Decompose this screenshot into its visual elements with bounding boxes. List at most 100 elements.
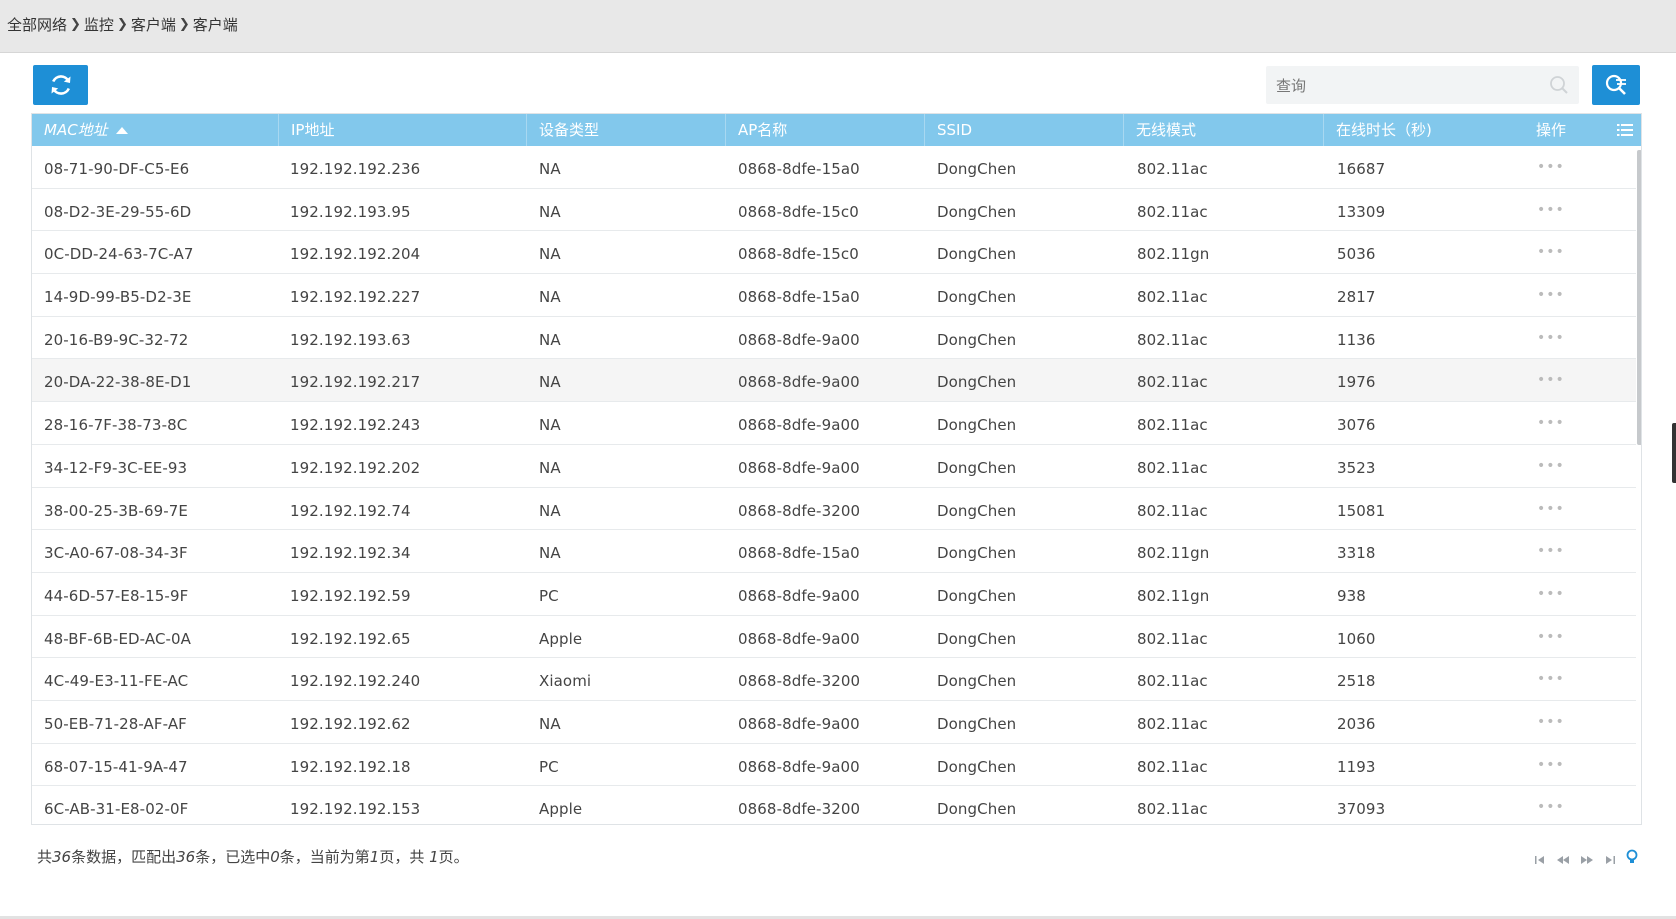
column-header-ap-name[interactable]: AP名称 xyxy=(726,114,925,146)
table-row[interactable]: 68-07-15-41-9A-47 192.192.192.18 PC 0868-8d… xyxy=(32,744,1636,787)
vertical-scrollbar-track[interactable] xyxy=(1636,146,1641,824)
table-row[interactable]: 08-71-90-DF-C5-E6 192.192.192.236 NA 0868-8… xyxy=(32,146,1636,189)
refresh-icon xyxy=(51,75,70,95)
table-row[interactable]: 08-D2-3E-29-55-6D 192.192.193.95 NA 0868-8d… xyxy=(32,189,1636,232)
row-actions-button[interactable]: ••• xyxy=(1537,671,1565,688)
table-row[interactable]: 28-16-7F-38-73-8C 192.192.192.243 NA 0868-8… xyxy=(32,402,1636,445)
search-input[interactable] xyxy=(1274,66,1538,106)
row-actions-button[interactable]: ••• xyxy=(1537,756,1565,773)
cell-device-type: NA xyxy=(539,330,561,349)
cell-online-time: 1136 xyxy=(1337,330,1376,349)
column-header-device-type[interactable]: 设备类型 xyxy=(527,114,726,146)
cell-device-type: NA xyxy=(539,245,561,264)
column-header-wireless-mode[interactable]: 无线模式 xyxy=(1124,114,1324,146)
cell-ap-name: 0868-8dfe-9a00 xyxy=(738,714,860,733)
column-header-ip[interactable]: IP地址 xyxy=(279,114,527,146)
cell-ap-name: 0868-8dfe-3200 xyxy=(738,501,861,520)
row-actions-button[interactable]: ••• xyxy=(1537,287,1565,304)
cell-device-type: NA xyxy=(539,202,561,221)
next-page-button[interactable] xyxy=(1580,850,1594,869)
cell-ap-name: 0868-8dfe-3200 xyxy=(738,800,861,819)
column-header-ssid[interactable]: SSID xyxy=(925,114,1124,146)
table-row[interactable]: 38-00-25-3B-69-7E 192.192.192.74 NA 0868-8d… xyxy=(32,488,1636,531)
breadcrumb-item-all-networks[interactable]: 全部网络 xyxy=(7,16,68,34)
table-summary: 共36条数据，匹配出36条，已选中0条，当前为第1页，共 1页。 xyxy=(37,848,469,866)
table-row[interactable]: 0C-DD-24-63-7C-A7 192.192.192.204 NA 0868-8… xyxy=(32,231,1636,275)
tip-button[interactable] xyxy=(1626,849,1638,869)
row-actions-button[interactable]: ••• xyxy=(1537,329,1565,346)
column-menu-icon[interactable] xyxy=(1617,123,1633,137)
cell-device-type: NA xyxy=(539,714,561,733)
table-row[interactable]: 44-6D-57-E8-15-9F 192.192.192.59 PC 0868-8d… xyxy=(32,573,1636,616)
chevron-right-icon: ❯ xyxy=(116,17,128,32)
last-page-button[interactable] xyxy=(1604,850,1616,869)
side-panel-handle[interactable] xyxy=(1672,423,1676,483)
table-row[interactable]: 48-BF-6B-ED-AC-0A 192.192.192.65 Apple 0868… xyxy=(32,616,1636,659)
breadcrumb-item-monitor[interactable]: 监控 xyxy=(83,16,114,34)
cell-wireless-mode: 802.11ac xyxy=(1137,458,1208,477)
cell-ssid: DongChen xyxy=(937,544,1017,563)
cell-mac: 50-EB-71-28-AF-AF xyxy=(44,714,187,733)
cell-online-time: 15081 xyxy=(1337,501,1386,520)
search-box xyxy=(1266,66,1579,106)
row-actions-button[interactable]: ••• xyxy=(1537,244,1565,261)
cell-mac: 48-BF-6B-ED-AC-0A xyxy=(44,629,192,648)
row-actions-button[interactable]: ••• xyxy=(1537,201,1565,218)
row-actions-button[interactable]: ••• xyxy=(1537,457,1565,474)
first-page-button[interactable] xyxy=(1534,850,1546,869)
row-actions-button[interactable]: ••• xyxy=(1537,415,1565,432)
row-actions-button[interactable]: ••• xyxy=(1537,372,1565,389)
vertical-scrollbar-thumb[interactable] xyxy=(1637,150,1641,445)
column-header-mac[interactable]: MAC地址 xyxy=(32,114,279,146)
table-row[interactable]: 6C-AB-31-E8-02-0F 192.192.192.153 Apple 086… xyxy=(32,786,1636,824)
row-actions-button[interactable]: ••• xyxy=(1537,500,1565,517)
row-actions-button[interactable]: ••• xyxy=(1537,799,1565,816)
cell-ap-name: 0868-8dfe-9a00 xyxy=(738,373,860,392)
cell-ap-name: 0868-8dfe-15a0 xyxy=(738,288,860,307)
cell-online-time: 1060 xyxy=(1337,629,1376,648)
row-actions-button[interactable]: ••• xyxy=(1537,159,1565,175)
cell-mac: 20-16-B9-9C-32-72 xyxy=(44,330,189,349)
table-row[interactable]: 34-12-F9-3C-EE-93 192.192.192.202 NA 0868-8… xyxy=(32,445,1636,488)
cell-ap-name: 0868-8dfe-9a00 xyxy=(738,416,860,435)
cell-wireless-mode: 802.11ac xyxy=(1137,629,1208,648)
top-bar: 全部网络 ❯ 监控 ❯ 客户端 ❯ 客户端 xyxy=(0,0,1676,53)
cell-mac: 34-12-F9-3C-EE-93 xyxy=(44,458,188,477)
table-row[interactable]: 20-DA-22-38-8E-D1 192.192.192.217 NA 0868-8… xyxy=(32,359,1636,403)
cell-mac: 08-D2-3E-29-55-6D xyxy=(44,202,192,221)
breadcrumb-item-clients[interactable]: 客户端 xyxy=(130,16,176,34)
cell-ssid: DongChen xyxy=(937,330,1017,349)
cell-ssid: DongChen xyxy=(937,416,1017,435)
cell-online-time: 2817 xyxy=(1337,288,1376,307)
table-row[interactable]: 50-EB-71-28-AF-AF 192.192.192.62 NA 0868-8d… xyxy=(32,701,1636,744)
cell-ap-name: 0868-8dfe-3200 xyxy=(738,672,861,691)
cell-ssid: DongChen xyxy=(937,202,1017,221)
cell-mac: 38-00-25-3B-69-7E xyxy=(44,501,188,520)
prev-page-button[interactable] xyxy=(1556,850,1570,869)
cell-device-type: Apple xyxy=(539,800,583,819)
row-actions-button[interactable]: ••• xyxy=(1537,585,1565,602)
advanced-search-button[interactable] xyxy=(1592,65,1640,105)
search-icon[interactable] xyxy=(1549,75,1569,95)
chevron-right-icon: ❯ xyxy=(70,17,81,32)
column-header-online-time[interactable]: 在线时长（秒) xyxy=(1336,121,1432,139)
cell-ip: 192.192.192.18 xyxy=(290,757,411,776)
table-row[interactable]: 4C-49-E3-11-FE-AC 192.192.192.240 Xiaomi 08… xyxy=(32,658,1636,701)
bottom-divider xyxy=(0,916,1676,919)
cell-ssid: DongChen xyxy=(937,586,1017,605)
row-actions-button[interactable]: ••• xyxy=(1537,713,1565,730)
cell-online-time: 1193 xyxy=(1337,757,1376,776)
table-row[interactable]: 3C-A0-67-08-34-3F 192.192.192.34 NA 0868-8d… xyxy=(32,530,1636,573)
cell-ip: 192.192.192.240 xyxy=(290,672,421,691)
refresh-button[interactable] xyxy=(33,65,88,105)
cell-online-time: 938 xyxy=(1337,586,1366,605)
cell-device-type: NA xyxy=(539,458,561,477)
table-row[interactable]: 20-16-B9-9C-32-72 192.192.193.63 NA 0868-8d… xyxy=(32,317,1636,360)
prev-page-icon xyxy=(1557,855,1569,864)
cell-ap-name: 0868-8dfe-15c0 xyxy=(738,245,859,264)
cell-ip: 192.192.192.153 xyxy=(290,800,421,819)
cell-online-time: 2036 xyxy=(1337,714,1376,733)
table-row[interactable]: 14-9D-99-B5-D2-3E 192.192.192.227 NA 0868-8… xyxy=(32,274,1636,317)
row-actions-button[interactable]: ••• xyxy=(1537,628,1565,645)
row-actions-button[interactable]: ••• xyxy=(1537,543,1565,560)
